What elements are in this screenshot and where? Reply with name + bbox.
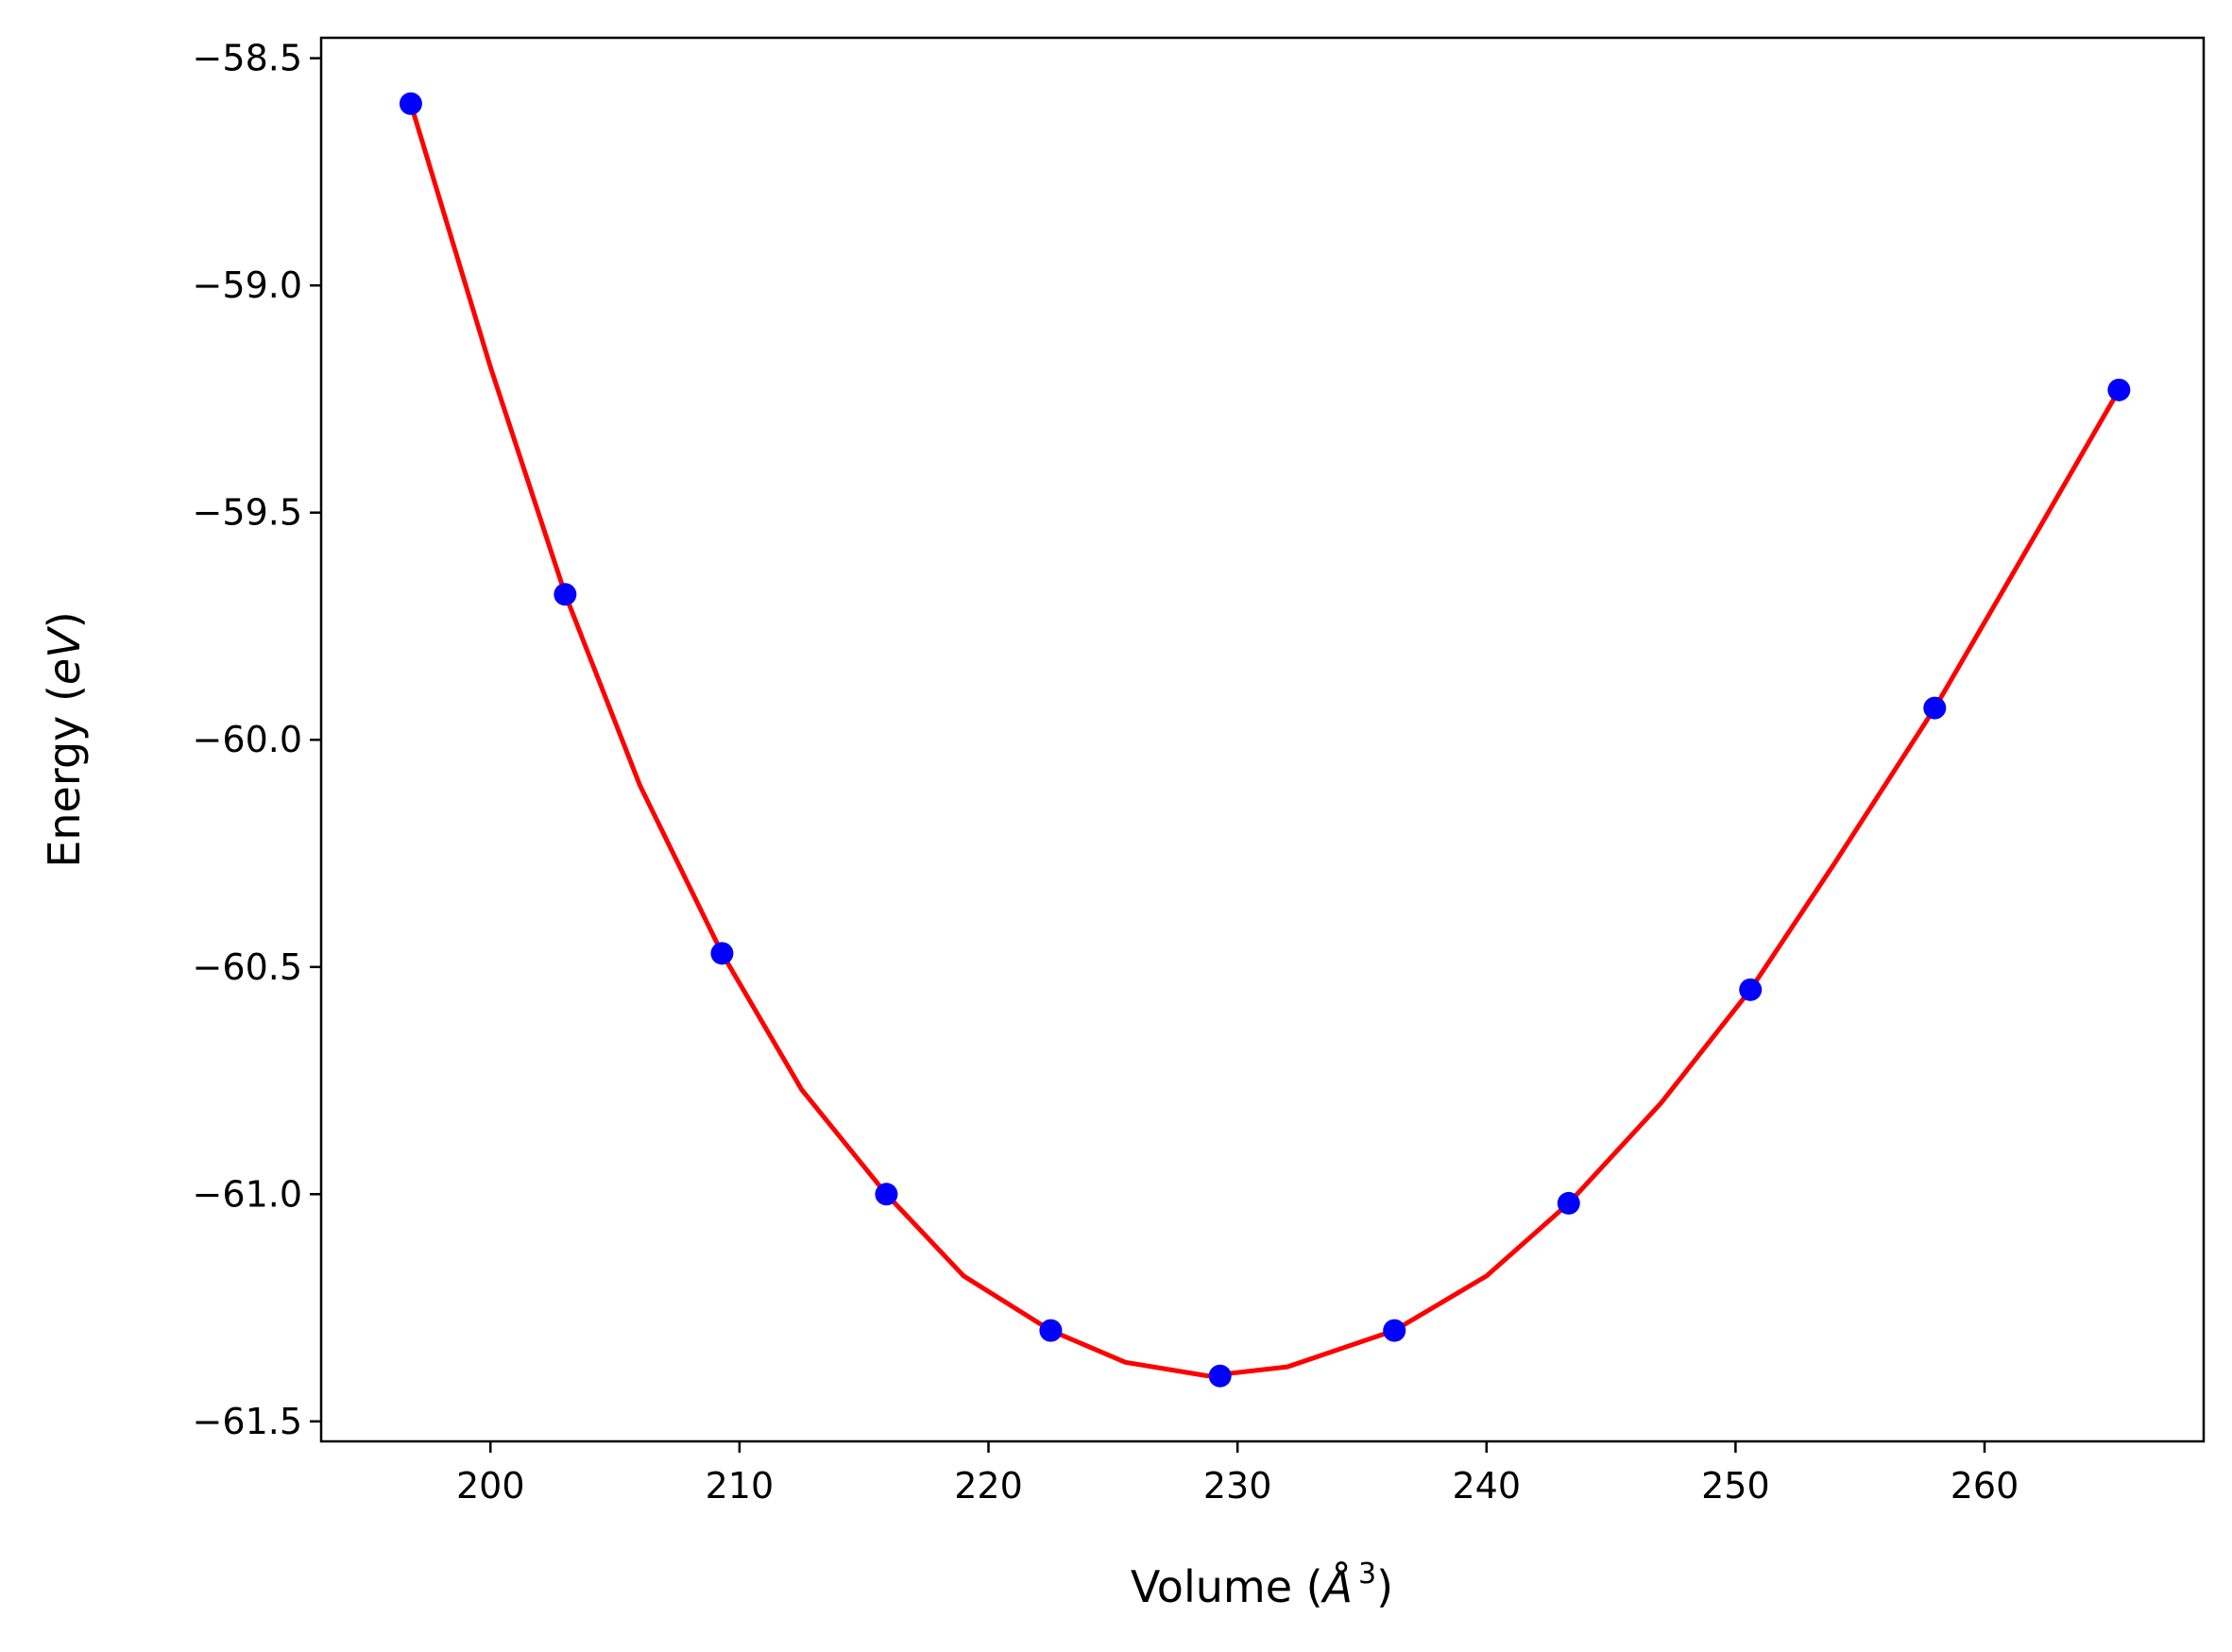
y-tick-label: −58.5 xyxy=(193,38,302,79)
x-axis-label-symbol: Å xyxy=(1320,1561,1353,1612)
y-tick-label: −61.5 xyxy=(193,1401,302,1442)
data-point xyxy=(554,583,577,606)
data-point xyxy=(1208,1364,1232,1388)
y-axis-label-close: ) xyxy=(39,611,90,628)
x-tick-label: 260 xyxy=(1951,1465,2019,1507)
x-tick-label: 230 xyxy=(1203,1465,1272,1507)
y-tick-label: −60.5 xyxy=(193,946,302,988)
x-axis-label-exponent: 3 xyxy=(1358,1558,1376,1591)
y-tick-label: −59.5 xyxy=(193,492,302,534)
y-axis-label-text: Energy ( xyxy=(39,685,90,868)
x-tick-label: 200 xyxy=(456,1465,525,1507)
data-point xyxy=(1739,978,1763,1001)
x-tick-label: 240 xyxy=(1452,1465,1521,1507)
y-axis-label: Energy (eV) xyxy=(39,611,90,867)
data-point xyxy=(1557,1191,1580,1215)
y-axis: −58.5 −59.0 −59.5 −60.0 −60.5 −61.0 −61.5 xyxy=(193,38,321,1442)
y-axis-label-unit: eV xyxy=(39,625,90,685)
data-point xyxy=(1039,1319,1063,1342)
data-point xyxy=(1383,1319,1406,1342)
fit-curve xyxy=(408,103,2121,1379)
x-axis-label: Volume (Å 3) xyxy=(1131,1558,1393,1612)
x-tick-label: 210 xyxy=(706,1465,775,1507)
data-point xyxy=(1923,696,1947,720)
data-point xyxy=(399,92,422,115)
x-axis-label-close: ) xyxy=(1376,1561,1393,1612)
x-axis: 200 210 220 230 240 250 260 xyxy=(456,1441,2019,1507)
x-tick-label: 250 xyxy=(1701,1465,1770,1507)
data-point xyxy=(2107,378,2131,401)
data-points xyxy=(399,92,2131,1388)
data-point xyxy=(875,1183,898,1206)
plot-frame xyxy=(319,36,2206,1443)
x-axis-label-text: Volume ( xyxy=(1131,1561,1323,1612)
y-tick-label: −60.0 xyxy=(193,719,302,760)
x-tick-label: 220 xyxy=(954,1465,1023,1507)
y-tick-label: −61.0 xyxy=(193,1173,302,1215)
data-point xyxy=(710,942,734,965)
y-tick-label: −59.0 xyxy=(193,264,302,306)
